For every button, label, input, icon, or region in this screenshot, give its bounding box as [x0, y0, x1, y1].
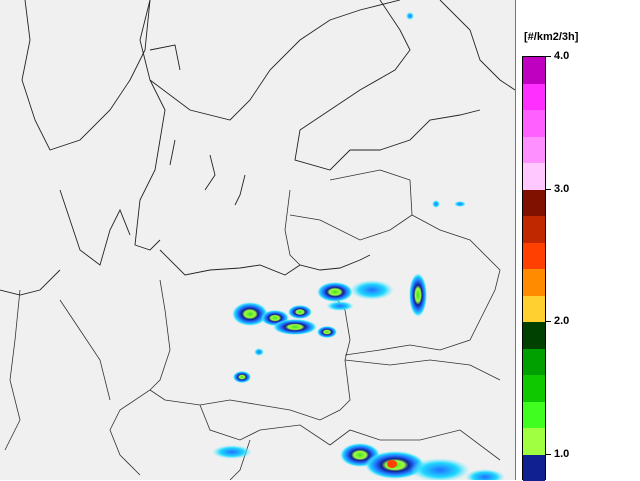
legend-tick-label: 3.0 — [554, 183, 569, 195]
storm-cell — [288, 305, 312, 319]
colorbar-segment — [523, 375, 545, 402]
colorbar-segment — [523, 243, 545, 270]
storm-cell — [454, 201, 466, 207]
storm-cell — [350, 280, 394, 300]
legend-tick-label: 1.0 — [554, 448, 569, 460]
storm-cell — [232, 302, 268, 326]
legend-tick — [546, 56, 551, 57]
storm-cell — [406, 12, 414, 20]
colorbar-segment — [523, 57, 545, 84]
colorbar-segment — [523, 402, 545, 429]
legend-tick-label: 2.0 — [554, 315, 569, 327]
storm-core — [387, 460, 397, 468]
storm-cell — [233, 371, 251, 383]
storm-cell — [326, 301, 354, 311]
colorbar-segment — [523, 349, 545, 376]
storm-cell — [273, 319, 317, 335]
colorbar-segment — [523, 322, 545, 349]
colorbar-segment — [523, 137, 545, 164]
storm-cell — [212, 445, 252, 459]
colorbar-segment — [523, 269, 545, 296]
map-background — [0, 0, 516, 480]
storm-cell — [432, 200, 440, 208]
colorbar-segment — [523, 428, 545, 455]
colorbar-segment — [523, 296, 545, 323]
storm-cell — [317, 282, 353, 302]
storm-cell — [409, 273, 427, 317]
colorbar-segment — [523, 110, 545, 137]
legend-tick — [546, 321, 551, 322]
colorbar-segment — [523, 190, 545, 217]
color-legend: [#/km2/3h] 4.0 3.0 2.0 1.0 — [516, 0, 640, 480]
legend-tick — [546, 454, 551, 455]
storm-cell — [254, 348, 264, 356]
colorbar-segment — [523, 163, 545, 190]
colorbar-segment — [523, 455, 545, 481]
colorbar-segment — [523, 216, 545, 243]
legend-tick — [546, 189, 551, 190]
colorbar-segment — [523, 84, 545, 111]
legend-unit: [#/km2/3h] — [524, 31, 578, 43]
storm-cell — [317, 326, 337, 338]
colorbar — [522, 56, 546, 480]
lightning-density-map — [0, 0, 516, 480]
legend-tick-label: 4.0 — [554, 50, 569, 62]
